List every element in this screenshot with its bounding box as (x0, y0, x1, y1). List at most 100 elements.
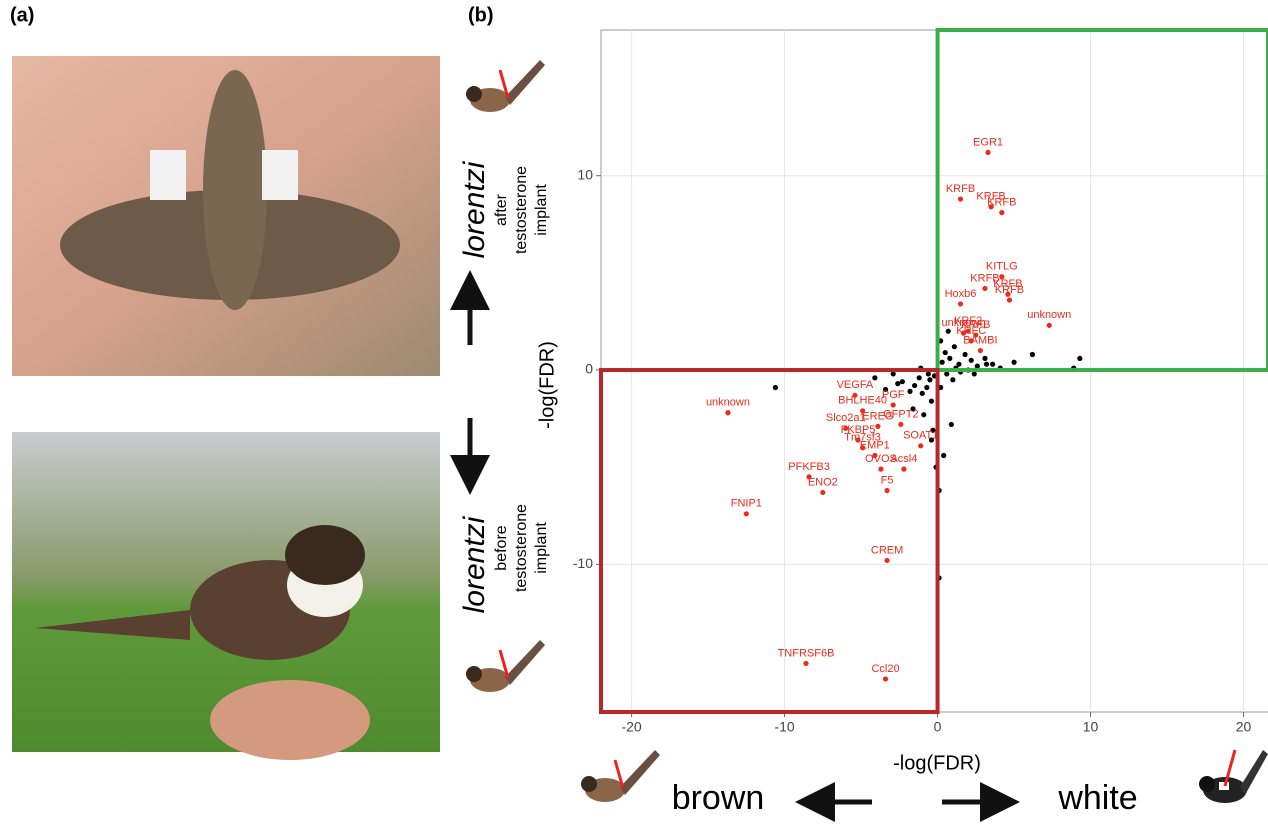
y-axis-label: -log(FDR) (536, 341, 558, 429)
point (910, 406, 916, 412)
point (927, 377, 933, 383)
point-label: F5 (881, 474, 894, 486)
point (985, 149, 991, 156)
point (950, 377, 956, 383)
point (941, 452, 947, 459)
point (843, 425, 849, 431)
y-tick-label: 0 (585, 361, 593, 377)
point (895, 381, 901, 387)
y-tick-label: -10 (573, 555, 593, 571)
point (921, 412, 927, 418)
point (890, 371, 896, 377)
bird-icon (466, 60, 545, 112)
point-label: BHLHE40 (838, 395, 887, 407)
point-label: KRFB (993, 278, 1022, 290)
point-label: EREG (862, 410, 893, 422)
point (971, 371, 977, 377)
point-label: BAMBI (963, 335, 997, 347)
point (912, 382, 918, 389)
point-label: VEGFA (837, 379, 874, 391)
point (884, 487, 890, 494)
point (965, 328, 971, 334)
x-axis-label: -log(FDR) (893, 752, 981, 774)
x-tick-label: 0 (934, 719, 942, 735)
point-label: GFPT2 (883, 408, 918, 420)
highlight-box (599, 368, 940, 714)
point (901, 466, 907, 472)
point (930, 427, 936, 433)
point-label: EMP1 (860, 439, 890, 451)
point-label: unknown (942, 317, 986, 329)
point (875, 423, 881, 429)
point (890, 402, 896, 408)
point (882, 676, 889, 682)
point-label: unknown (1027, 309, 1071, 321)
point (1077, 355, 1083, 361)
side-label: before (493, 525, 510, 570)
point-label: KRFB (987, 197, 1016, 209)
point-label: EGR1 (973, 136, 1003, 148)
point-label: OVOS (865, 453, 897, 465)
point (982, 285, 988, 292)
point (1029, 351, 1036, 358)
point (982, 355, 988, 361)
point (968, 338, 974, 344)
point (988, 204, 994, 210)
point (928, 437, 935, 443)
point (928, 398, 935, 404)
point (872, 452, 878, 459)
point (925, 371, 931, 377)
point (1046, 322, 1052, 328)
side-label: after (493, 193, 510, 226)
point (951, 344, 957, 350)
point (855, 437, 861, 443)
point-label: Acsl4 (890, 453, 917, 465)
point (957, 196, 964, 202)
highlight-box (935, 28, 1268, 373)
point-label: Slco2a1 (826, 412, 866, 424)
point (859, 408, 866, 414)
x-tick-label: 10 (1083, 719, 1099, 735)
point (907, 388, 913, 395)
point (725, 410, 731, 416)
point-label: KRFB (995, 284, 1024, 296)
point-label: KRFB (961, 319, 990, 331)
point (957, 301, 964, 307)
point (919, 390, 925, 396)
direction-label: brown (672, 779, 765, 817)
point (956, 361, 962, 367)
point (960, 330, 967, 336)
point-label: Hoxb6 (945, 288, 977, 300)
bird-icon (466, 640, 545, 692)
point-label: KRFB (970, 272, 999, 284)
point-label: KRFB (976, 191, 1005, 203)
point-label: KRFC (956, 325, 986, 337)
point (852, 392, 858, 398)
point (820, 489, 826, 496)
x-tick-label: -20 (621, 719, 641, 735)
point (939, 359, 945, 365)
point-label: ENO2 (808, 476, 838, 488)
point (962, 351, 968, 358)
side-label: implant (533, 522, 550, 574)
y-tick-label: 10 (577, 166, 593, 182)
point (884, 557, 890, 564)
point (944, 371, 950, 377)
point-label: PFKFB3 (788, 461, 830, 473)
side-label: implant (533, 184, 550, 236)
point (882, 386, 889, 393)
point (872, 375, 878, 381)
point (743, 511, 749, 517)
point (947, 355, 953, 361)
point (899, 379, 905, 385)
x-tick-label: -10 (774, 719, 794, 735)
point (806, 474, 812, 480)
point (772, 384, 778, 391)
point-label: CREM (871, 544, 903, 556)
photo-bottom (12, 432, 440, 760)
point-label: TNFRSF6B (778, 647, 835, 659)
point-label: Tm7sf3 (844, 432, 881, 444)
x-tick-label: 20 (1236, 719, 1252, 735)
point (999, 274, 1005, 280)
panel-label: (b) (468, 4, 494, 26)
